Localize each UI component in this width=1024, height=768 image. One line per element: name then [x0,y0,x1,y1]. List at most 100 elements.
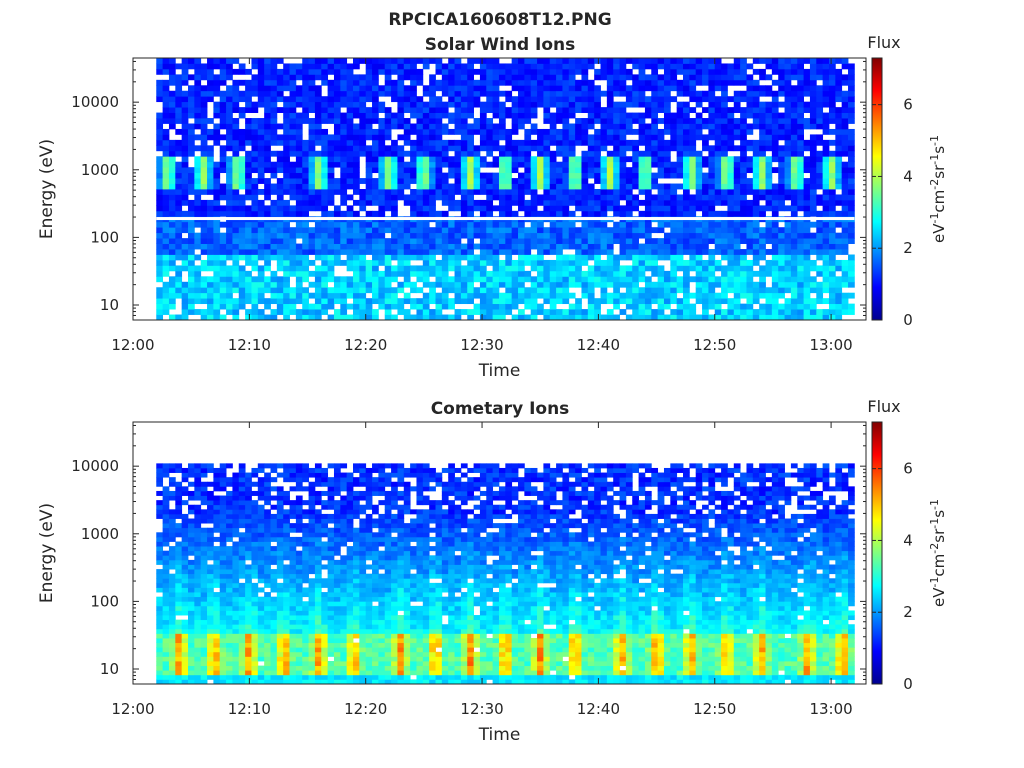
heatmap-cell [600,221,608,228]
heatmap-cell [727,68,735,75]
heatmap-cell [594,189,601,195]
heatmap-cell [676,128,684,135]
heatmap-cell [638,314,646,321]
heatmap-cell [549,232,557,239]
heatmap-cell [238,172,246,179]
heatmap-cell [518,189,525,195]
heatmap-cell [651,156,659,163]
heatmap-cell [194,199,202,206]
heatmap-cell [848,276,855,283]
heatmap-cell [670,232,678,239]
heatmap-cell [327,303,335,310]
heatmap-cell [448,183,455,190]
heatmap-cell [797,134,804,141]
heatmap-cell [333,210,341,217]
heatmap-cell [295,205,303,212]
heatmap-cell [175,665,183,671]
heatmap-cell [613,90,620,97]
heatmap-cell [518,178,525,184]
heatmap-cell [416,112,424,119]
heatmap-cell [721,85,728,92]
heatmap-cell [740,210,747,217]
heatmap-cell [651,194,659,201]
heatmap-cell [257,167,265,174]
heatmap-cell [384,68,392,75]
heatmap-cell [556,63,563,70]
heatmap-cell [695,265,703,272]
heatmap-cell [353,96,360,103]
heatmap-cell [549,74,557,81]
heatmap-cell [587,254,595,261]
heatmap-cell [226,227,233,234]
heatmap-cell [803,303,811,310]
heatmap-cell [492,96,500,103]
heatmap-cell [340,259,348,266]
heatmap-cell [257,101,265,108]
heatmap-cell [835,281,843,288]
heatmap-cell [549,227,557,234]
heatmap-cell [537,276,544,283]
heatmap-cell [530,156,538,163]
heatmap-cell [581,172,589,179]
heatmap-cell [746,232,754,239]
heatmap-cell [454,259,462,266]
heatmap-cell [549,139,557,146]
heatmap-cell [651,287,659,294]
heatmap-cell [207,303,214,310]
heatmap-cell [771,118,779,124]
heatmap-cell [168,509,176,515]
heatmap-cell [257,238,265,244]
heatmap-cell [257,145,265,152]
heatmap-cell [264,101,271,108]
heatmap-cell [448,221,455,228]
heatmap-cell [632,139,639,146]
heatmap-cell [181,601,189,607]
heatmap-cell [257,156,265,163]
heatmap-cell [651,90,659,97]
heatmap-cell [752,96,760,103]
heatmap-cell [257,232,265,239]
heatmap-cell [168,536,176,542]
heatmap-cell [372,270,379,277]
heatmap-cell [346,194,354,201]
heatmap-cell [638,101,646,108]
heatmap-cell [644,205,652,212]
heatmap-cell [245,68,252,75]
heatmap-cell [422,156,430,163]
heatmap-cell [448,161,455,168]
heatmap-cell [549,309,557,315]
heatmap-cell [606,79,614,86]
heatmap-cell [841,210,849,217]
heatmap-cell [784,238,792,244]
heatmap-cell [518,161,525,168]
heatmap-cell [714,309,722,315]
heatmap-cell [708,161,716,168]
heatmap-cell [771,199,779,206]
heatmap-cell [295,199,303,206]
heatmap-cell [638,303,646,310]
heatmap-cell [575,107,582,113]
heatmap-cell [473,183,481,190]
heatmap-cell [606,232,614,239]
heatmap-cell [498,161,506,168]
heatmap-cell [162,150,170,157]
heatmap-cell [683,309,690,315]
heatmap-cell [600,183,608,190]
heatmap-cell [422,161,430,168]
heatmap-cell [188,303,195,310]
heatmap-cell [613,139,620,146]
heatmap-cell [251,150,259,157]
heatmap-cell [168,523,176,529]
heatmap-cell [549,183,557,190]
heatmap-cell [492,243,500,250]
heatmap-cell [689,96,697,103]
heatmap-cell [657,90,665,97]
heatmap-cell [238,238,246,244]
heatmap-cell [175,550,183,556]
heatmap-cell [828,292,836,299]
heatmap-cell [264,210,271,217]
heatmap-cell [543,167,551,174]
heatmap-cell [587,314,595,321]
heatmap-cell [651,85,659,92]
heatmap-cell [340,134,348,141]
